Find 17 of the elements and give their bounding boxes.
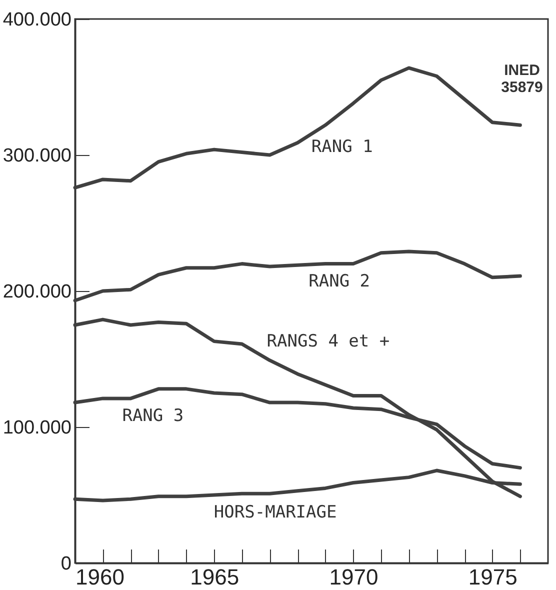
x-tick-label: 1975 [468, 564, 518, 590]
series-label: RANGS 4 et + [266, 331, 390, 352]
y-tick-label: 200.000 [2, 282, 72, 302]
series-label: RANG 2 [308, 271, 370, 292]
y-tick-label: 400.000 [2, 10, 72, 30]
x-tick-label: 1965 [190, 564, 240, 590]
y-tick-label: 100.000 [2, 418, 72, 438]
x-tick-label: 1970 [329, 564, 378, 590]
line-series [73, 318, 522, 498]
x-tick-label: 1960 [76, 564, 124, 590]
annotation: INED 35879 [501, 62, 543, 96]
line-series [73, 250, 522, 302]
series-label: RANG 3 [122, 406, 184, 426]
series-label: RANG 1 [311, 136, 373, 157]
y-tick-label: 300.000 [2, 146, 72, 166]
y-tick-label: 0 [60, 554, 72, 574]
series-label: HORS-MARIAGE [214, 502, 337, 523]
